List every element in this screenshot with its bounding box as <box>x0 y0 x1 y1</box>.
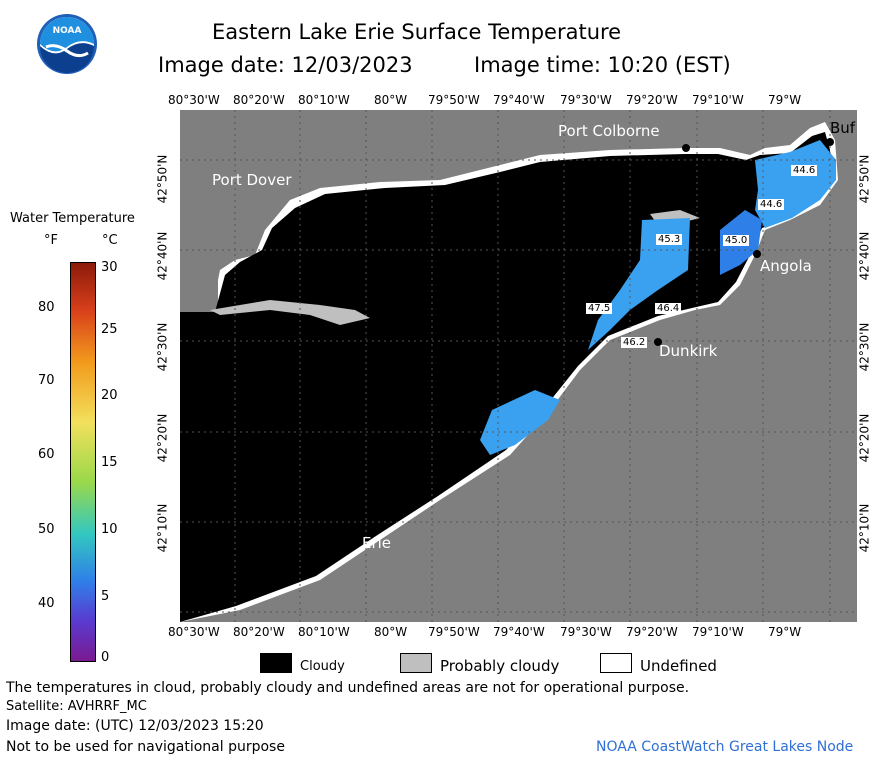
label-buffalo: Buf <box>830 119 856 137</box>
lon-tick: 80°30'W <box>168 625 220 639</box>
top-longitude-axis: 80°30'W 80°20'W 80°10'W 80°W 79°50'W 79°… <box>0 94 896 108</box>
lat-tick: 42°40'N <box>155 231 170 281</box>
buffalo-marker <box>826 138 834 146</box>
f-tick: 60 <box>38 447 55 462</box>
lon-tick: 79°20'W <box>626 625 678 639</box>
temp-label: 45.3 <box>656 234 683 245</box>
c-tick: 5 <box>101 589 110 604</box>
f-tick: 50 <box>38 522 55 537</box>
erie-marker <box>353 528 361 536</box>
utc-date-text: Image date: (UTC) 12/03/2023 15:20 <box>6 718 264 734</box>
lon-tick: 80°10'W <box>298 93 350 107</box>
c-tick: 0 <box>101 650 110 665</box>
label-port-dover: Port Dover <box>212 171 292 189</box>
lon-tick: 80°20'W <box>233 93 285 107</box>
image-date: Image date: 12/03/2023 <box>158 53 413 77</box>
legend-cloudy-swatch <box>260 653 292 673</box>
source-credit: NOAA CoastWatch Great Lakes Node <box>596 739 854 755</box>
label-dunkirk: Dunkirk <box>659 342 718 360</box>
temp-label: 46.2 <box>621 337 648 348</box>
dunkirk-marker <box>654 338 662 346</box>
left-latitude-axis: 42°50'N 42°40'N 42°30'N 42°20'N 42°10'N <box>155 110 180 622</box>
right-latitude-axis: 42°50'N 42°40'N 42°30'N 42°20'N 42°10'N <box>857 110 888 622</box>
lon-tick: 80°10'W <box>298 625 350 639</box>
f-tick: 40 <box>38 596 55 611</box>
map-panel: Port Colborne Port Dover Angola Dunkirk … <box>180 110 857 622</box>
lon-tick: 79°W <box>768 93 802 107</box>
f-tick: 70 <box>38 373 55 388</box>
port-colborne-marker <box>682 144 690 152</box>
lake-map <box>180 110 857 622</box>
lat-tick: 42°50'N <box>857 154 872 204</box>
lat-tick: 42°10'N <box>857 503 872 553</box>
logo-text: NOAA <box>52 26 82 36</box>
bottom-longitude-axis: 80°30'W 80°20'W 80°10'W 80°W 79°50'W 79°… <box>0 626 896 640</box>
c-tick: 10 <box>101 522 118 537</box>
lon-tick: 79°10'W <box>692 93 744 107</box>
legend-undefined-label: Undefined <box>640 657 717 675</box>
lon-tick: 80°W <box>374 625 408 639</box>
legend-probably-cloudy-swatch <box>400 653 432 673</box>
image-time: Image time: 10:20 (EST) <box>474 53 731 77</box>
lon-tick: 79°10'W <box>692 625 744 639</box>
label-port-colborne: Port Colborne <box>558 122 660 140</box>
water-patch-dunkirk <box>588 218 690 350</box>
lat-tick: 42°30'N <box>857 322 872 372</box>
f-tick: 80 <box>38 300 55 315</box>
lat-tick: 42°20'N <box>155 413 170 463</box>
lon-tick: 79°20'W <box>626 93 678 107</box>
lon-tick: 80°30'W <box>168 93 220 107</box>
nav-warning-text: Not to be used for navigational purpose <box>6 739 285 755</box>
map-grid <box>180 110 857 622</box>
colorbar-c-ticks: 30 25 20 15 10 5 0 <box>97 260 137 665</box>
label-angola: Angola <box>760 257 812 275</box>
lon-tick: 79°40'W <box>493 93 545 107</box>
c-tick: 20 <box>101 388 118 403</box>
noaa-logo: NOAA <box>36 13 98 75</box>
lat-tick: 42°40'N <box>857 231 872 281</box>
c-tick: 30 <box>101 260 118 275</box>
noaa-logo-icon <box>37 14 97 74</box>
colorbar-f-ticks: 80 70 60 50 40 <box>30 260 70 660</box>
c-tick: 25 <box>101 322 118 337</box>
colorbar-unit-f: °F <box>44 233 58 248</box>
colorbar-title: Water Temperature <box>10 211 135 226</box>
page-title: Eastern Lake Erie Surface Temperature <box>212 20 622 44</box>
label-erie: Erie <box>362 534 392 552</box>
lat-tick: 42°20'N <box>857 413 872 463</box>
legend-probably-cloudy-label: Probably cloudy <box>440 657 560 675</box>
satellite-text: Satellite: AVHRRF_MC <box>6 699 147 714</box>
legend-undefined-swatch <box>600 653 632 673</box>
disclaimer-text: The temperatures in cloud, probably clou… <box>6 680 690 696</box>
legend-cloudy-label: Cloudy <box>300 659 345 674</box>
colorbar-unit-c: °C <box>102 233 118 248</box>
lon-tick: 80°20'W <box>233 625 285 639</box>
lon-tick: 79°50'W <box>428 93 480 107</box>
c-tick: 15 <box>101 455 118 470</box>
temp-label: 44.6 <box>758 199 785 210</box>
temp-label: 47.5 <box>586 303 613 314</box>
lon-tick: 79°30'W <box>560 93 612 107</box>
lat-tick: 42°50'N <box>155 154 170 204</box>
angola-marker <box>753 250 761 258</box>
lat-tick: 42°30'N <box>155 322 170 372</box>
lon-tick: 79°30'W <box>560 625 612 639</box>
lon-tick: 79°W <box>768 625 802 639</box>
lon-tick: 79°40'W <box>493 625 545 639</box>
temp-label: 44.6 <box>791 165 818 176</box>
lon-tick: 80°W <box>374 93 408 107</box>
temp-label: 46.4 <box>655 303 682 314</box>
temp-label: 45.0 <box>723 235 750 246</box>
lat-tick: 42°10'N <box>155 503 170 553</box>
colorbar <box>70 262 96 662</box>
probably-cloudy-region <box>210 300 370 325</box>
water-patch-southwest <box>480 390 560 455</box>
lon-tick: 79°50'W <box>428 625 480 639</box>
